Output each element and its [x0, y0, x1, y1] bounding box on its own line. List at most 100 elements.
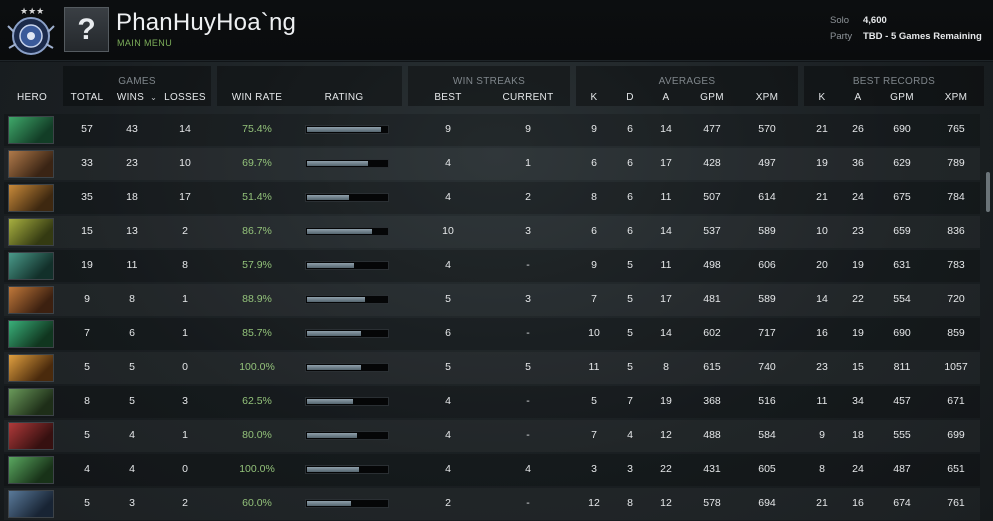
rating-bar-fill: [307, 501, 351, 506]
cell-gpm: 368: [703, 395, 721, 407]
col-rec-a[interactable]: A: [854, 92, 862, 103]
table-row[interactable]: 9 8 1 88.9% 5 3 7 5 17 481 589 14 22 554 720: [4, 284, 980, 316]
col-win-rate[interactable]: WIN RATE: [231, 92, 283, 103]
cell-total: 7: [84, 327, 90, 339]
col-current-streak[interactable]: CURRENT: [502, 92, 554, 103]
cell-k: 7: [591, 293, 597, 305]
col-best-streak[interactable]: BEST: [434, 92, 462, 103]
cell-losses: 3: [182, 395, 188, 407]
hero-portrait-icon[interactable]: [8, 252, 54, 280]
table-row[interactable]: 8 5 3 62.5% 4 - 5 7 19 368 516 11 34 457 671: [4, 386, 980, 418]
cell-current: 1: [525, 157, 531, 169]
table-row[interactable]: 19 11 8 57.9% 4 - 9 5 11 498 606 20 19 631 783: [4, 250, 980, 282]
scrollbar-thumb[interactable]: [986, 172, 990, 212]
cell-current: 3: [525, 293, 531, 305]
group-games-title: GAMES: [118, 76, 156, 87]
cell-xpm: 589: [758, 293, 776, 305]
col-hero[interactable]: HERO: [16, 92, 48, 103]
cell-rk: 10: [816, 225, 828, 237]
cell-d: 4: [627, 429, 633, 441]
col-rec-k[interactable]: K: [818, 92, 826, 103]
col-avg-xpm[interactable]: XPM: [755, 92, 779, 103]
cell-xpm: 570: [758, 123, 776, 135]
hero-portrait-icon[interactable]: [8, 150, 54, 178]
hero-portrait-icon[interactable]: [8, 456, 54, 484]
col-avg-d[interactable]: D: [626, 92, 634, 103]
cell-total: 33: [81, 157, 93, 169]
cell-k: 6: [591, 157, 597, 169]
cell-rk: 11: [816, 395, 828, 407]
table-row[interactable]: 5 3 2 60.0% 2 - 12 8 12 578 694 21 16 674 761: [4, 488, 980, 520]
table-row[interactable]: 4 4 0 100.0% 4 4 3 3 22 431 605 8 24 487 651: [4, 454, 980, 486]
col-rec-gpm[interactable]: GPM: [890, 92, 914, 103]
cell-win-rate: 86.7%: [242, 225, 272, 237]
hero-portrait-icon[interactable]: [8, 116, 54, 144]
cell-xpm: 497: [758, 157, 776, 169]
cell-rxpm: 836: [947, 225, 965, 237]
cell-d: 5: [627, 293, 633, 305]
hero-portrait-icon[interactable]: [8, 388, 54, 416]
table-row[interactable]: 5 4 1 80.0% 4 - 7 4 12 488 584 9 18 555 699: [4, 420, 980, 452]
rating-bar: [305, 363, 389, 372]
col-wins[interactable]: WINS ⌄: [112, 92, 162, 103]
cell-d: 7: [627, 395, 633, 407]
main-menu-link[interactable]: MAIN MENU: [117, 38, 173, 48]
hero-portrait-icon[interactable]: [8, 320, 54, 348]
cell-current: 5: [525, 361, 531, 373]
hero-portrait-icon[interactable]: [8, 218, 54, 246]
svg-text:★★★: ★★★: [20, 6, 44, 16]
cell-k: 6: [591, 225, 597, 237]
cell-a: 17: [660, 293, 672, 305]
cell-k: 8: [591, 191, 597, 203]
rating-bar: [305, 227, 389, 236]
hero-portrait-icon[interactable]: [8, 422, 54, 450]
cell-losses: 2: [182, 225, 188, 237]
cell-ra: 24: [852, 191, 864, 203]
col-losses[interactable]: LOSSES: [164, 92, 206, 103]
hero-portrait-icon[interactable]: [8, 354, 54, 382]
cell-current: 9: [525, 123, 531, 135]
table-row[interactable]: 57 43 14 75.4% 9 9 9 6 14 477 570 21 26 690 765: [4, 114, 980, 146]
cell-best: 5: [445, 361, 451, 373]
cell-rgpm: 674: [893, 497, 911, 509]
table-row[interactable]: 35 18 17 51.4% 4 2 8 6 11 507 614 21 24 675 784: [4, 182, 980, 214]
cell-best: 4: [445, 259, 451, 271]
col-total[interactable]: TOTAL: [70, 92, 104, 103]
cell-rxpm: 761: [947, 497, 965, 509]
col-avg-a[interactable]: A: [662, 92, 670, 103]
col-rec-xpm[interactable]: XPM: [944, 92, 968, 103]
hero-portrait-icon[interactable]: [8, 286, 54, 314]
cell-best: 2: [445, 497, 451, 509]
cell-total: 4: [84, 463, 90, 475]
cell-rxpm: 789: [947, 157, 965, 169]
cell-losses: 17: [179, 191, 191, 203]
cell-rgpm: 675: [893, 191, 911, 203]
table-row[interactable]: 15 13 2 86.7% 10 3 6 6 14 537 589 10 23 659 836: [4, 216, 980, 248]
cell-rk: 21: [816, 123, 828, 135]
cell-ra: 19: [852, 259, 864, 271]
cell-ra: 23: [852, 225, 864, 237]
cell-ra: 22: [852, 293, 864, 305]
cell-rgpm: 555: [893, 429, 911, 441]
table-row[interactable]: 33 23 10 69.7% 4 1 6 6 17 428 497 19 36 629 789: [4, 148, 980, 180]
rating-bar-fill: [307, 433, 357, 438]
cell-best: 9: [445, 123, 451, 135]
hero-portrait-icon[interactable]: [8, 490, 54, 518]
hero-portrait-icon[interactable]: [8, 184, 54, 212]
cell-a: 12: [660, 429, 672, 441]
player-avatar[interactable]: ?: [64, 7, 109, 52]
col-avg-gpm[interactable]: GPM: [700, 92, 724, 103]
col-avg-k[interactable]: K: [590, 92, 598, 103]
cell-xpm: 606: [758, 259, 776, 271]
cell-xpm: 694: [758, 497, 776, 509]
cell-rxpm: 859: [947, 327, 965, 339]
col-wins-label: WINS: [116, 92, 145, 103]
table-row[interactable]: 5 5 0 100.0% 5 5 11 5 8 615 740 23 15 811 1057: [4, 352, 980, 384]
table-row[interactable]: 7 6 1 85.7% 6 - 10 5 14 602 717 16 19 690 859: [4, 318, 980, 350]
rating-bar: [305, 159, 389, 168]
cell-gpm: 537: [703, 225, 721, 237]
cell-current: 3: [525, 225, 531, 237]
rating-bar: [305, 397, 389, 406]
cell-a: 8: [663, 361, 669, 373]
col-rating[interactable]: RATING: [324, 92, 364, 103]
